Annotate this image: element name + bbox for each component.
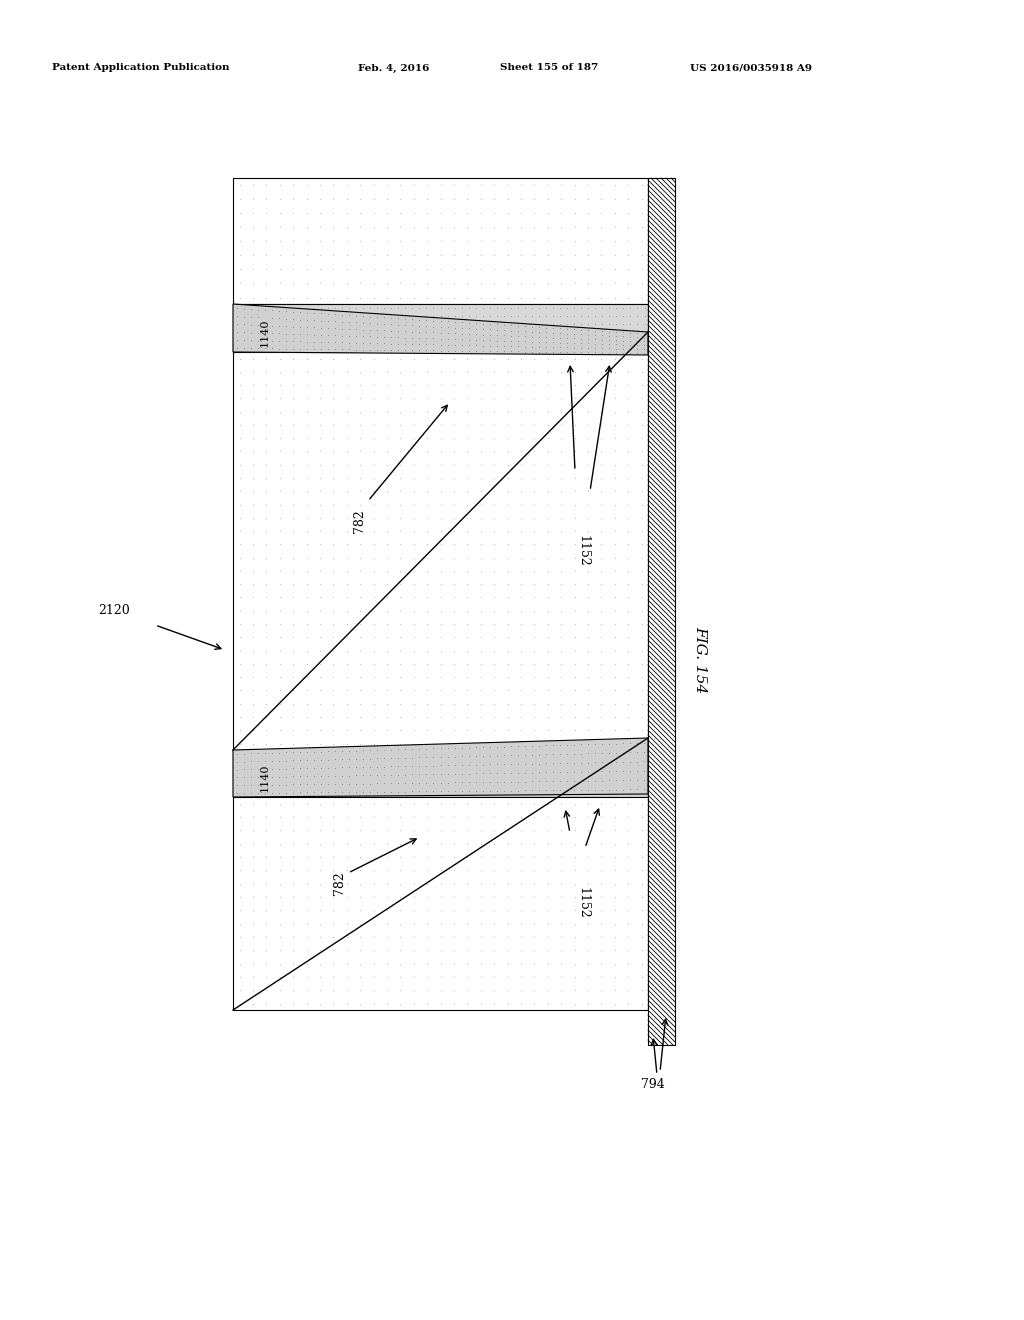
Text: Sheet 155 of 187: Sheet 155 of 187 (500, 63, 598, 73)
Text: Patent Application Publication: Patent Application Publication (52, 63, 229, 73)
Text: 1140: 1140 (260, 764, 270, 792)
Text: US 2016/0035918 A9: US 2016/0035918 A9 (690, 63, 812, 73)
Bar (233, 352, 648, 750)
Bar (648, 178, 675, 1045)
Text: 782: 782 (353, 510, 366, 533)
Bar (233, 304, 648, 352)
Text: 782: 782 (333, 871, 346, 895)
Bar (233, 750, 648, 797)
Bar (233, 797, 648, 1010)
Text: 794: 794 (641, 1078, 665, 1092)
Polygon shape (233, 738, 648, 797)
Text: FIG. 154: FIG. 154 (693, 627, 707, 693)
Text: 1152: 1152 (577, 535, 590, 566)
Bar (233, 178, 648, 304)
Text: 2120: 2120 (98, 603, 130, 616)
Text: 1152: 1152 (577, 887, 590, 919)
Polygon shape (233, 304, 648, 355)
Text: 1140: 1140 (260, 318, 270, 347)
Text: Feb. 4, 2016: Feb. 4, 2016 (358, 63, 429, 73)
